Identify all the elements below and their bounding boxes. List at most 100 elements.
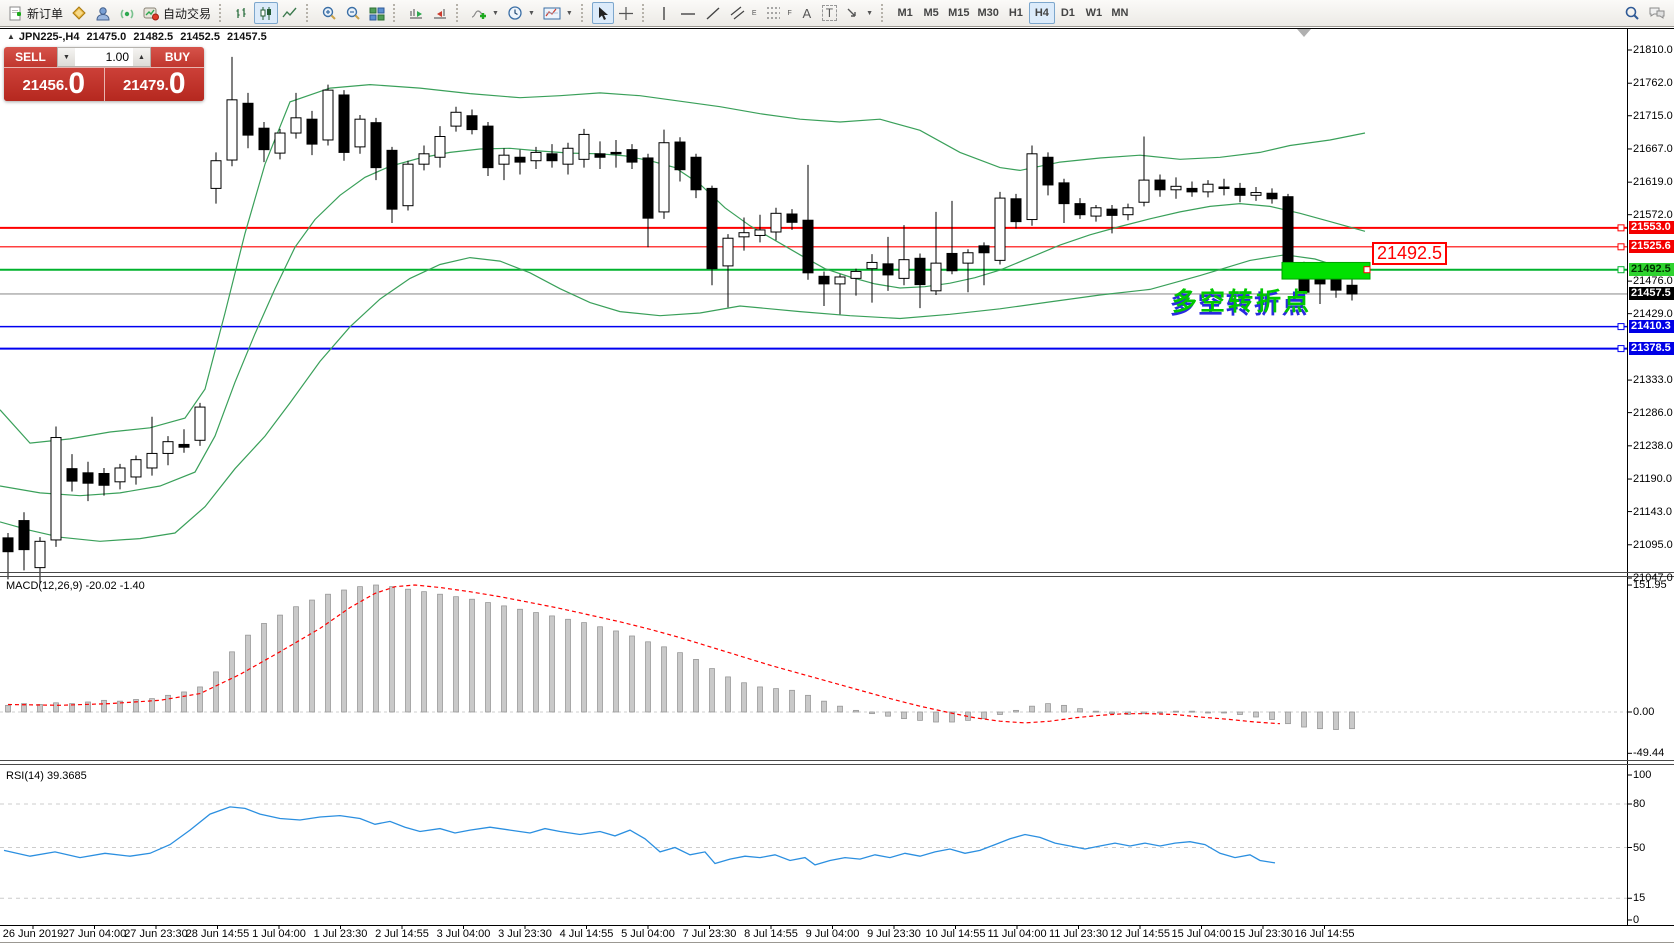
timeframe-mn-button[interactable]: MN — [1107, 2, 1133, 24]
indicators-button[interactable]: ▼ — [467, 2, 503, 24]
vertical-line-tool-button[interactable] — [653, 2, 675, 24]
chart-text-annotation[interactable]: 多空转折点 — [1172, 288, 1313, 316]
candlestick-icon — [258, 6, 274, 21]
macd-histogram-bar — [309, 599, 315, 713]
trendline-tool-button[interactable] — [701, 2, 725, 24]
candle — [962, 249, 974, 293]
timeframe-w1-button[interactable]: W1 — [1081, 2, 1107, 24]
candlestick-chart-button[interactable] — [254, 2, 279, 24]
price-axis-tick: 21190.0 — [1633, 473, 1672, 486]
timeframe-m5-button[interactable]: M5 — [918, 2, 944, 24]
fibonacci-tool-button[interactable]: F — [761, 2, 796, 24]
volume-down-button[interactable]: ▼ — [58, 48, 75, 66]
tile-windows-button[interactable] — [365, 2, 389, 24]
price-axis-tick: 21429.0 — [1633, 307, 1673, 320]
candle — [498, 148, 510, 181]
candle — [194, 402, 206, 446]
collapse-panel-icon[interactable]: ▲ — [7, 32, 15, 41]
candle — [658, 129, 670, 219]
candle — [242, 92, 254, 149]
macd-histogram-bar — [997, 711, 1003, 715]
autotrading-button[interactable]: 自动交易 — [139, 2, 215, 24]
macd-histogram-bar — [597, 626, 603, 713]
equidistant-channel-tool-button[interactable]: E — [725, 2, 761, 24]
text-tool-button[interactable]: A — [796, 2, 818, 24]
timeframe-d1-button[interactable]: D1 — [1055, 2, 1081, 24]
horizontal-line-tool-button[interactable] — [675, 2, 701, 24]
chat-button[interactable] — [1644, 2, 1670, 24]
volume-input[interactable] — [75, 48, 133, 66]
buy-price-display[interactable]: 21479. 0 — [104, 67, 204, 101]
current-price-badge: 21457.5 — [1629, 287, 1674, 301]
time-axis-label: 11 Jul 23:30 — [1048, 928, 1109, 940]
search-icon — [1624, 5, 1640, 21]
gold-bars-button[interactable] — [67, 2, 91, 24]
line-chart-button[interactable] — [278, 2, 302, 24]
macd-histogram-bar — [613, 630, 619, 713]
macd-histogram-bar — [21, 703, 27, 713]
candle — [450, 106, 462, 132]
bar-chart-button[interactable] — [230, 2, 254, 24]
price-level-badge: 21378.5 — [1629, 342, 1674, 356]
zoom-in-button[interactable] — [317, 2, 341, 24]
macd-histogram-bar — [757, 686, 763, 713]
templates-button[interactable]: ▼ — [539, 2, 577, 24]
dropdown-caret-icon: ▼ — [492, 9, 499, 17]
volume-up-button[interactable]: ▲ — [133, 48, 150, 66]
sell-price-main: 21456 — [22, 77, 65, 94]
ohlc-high: 21482.5 — [133, 31, 174, 43]
sell-price-display[interactable]: 21456. 0 — [4, 67, 105, 101]
macd-histogram-bar — [949, 711, 955, 723]
buy-button[interactable]: BUY — [151, 47, 204, 67]
macd-histogram-bar — [1205, 711, 1211, 714]
macd-histogram-bar — [389, 586, 395, 713]
time-axis-label: 26 Jun 2019 — [2, 928, 64, 940]
candle — [610, 139, 622, 168]
macd-histogram-bar — [197, 686, 203, 713]
cursor-tool-button[interactable] — [591, 2, 614, 24]
timeframe-m15-button[interactable]: M15 — [944, 2, 973, 24]
candle — [786, 209, 798, 230]
rsi-axis-tick: 0 — [1633, 914, 1640, 926]
support-button[interactable] — [91, 2, 115, 24]
macd-histogram-bar — [421, 591, 427, 713]
timeframe-m1-button[interactable]: M1 — [892, 2, 918, 24]
macd-histogram-bar — [261, 623, 267, 713]
zoom-out-button[interactable] — [341, 2, 365, 24]
signals-button[interactable] — [115, 2, 139, 24]
price-callout-label[interactable]: 21492.5 — [1372, 242, 1448, 265]
time-axis-label: 28 Jun 14:55 — [185, 928, 250, 940]
sell-button[interactable]: SELL — [4, 47, 57, 67]
time-axis-label: 1 Jul 04:00 — [252, 928, 306, 940]
crosshair-tool-button[interactable] — [614, 2, 638, 24]
symbol-ohlc-header: ▲ JPN225-,H4 21475.0 21482.5 21452.5 2145… — [7, 31, 271, 43]
candle — [914, 253, 926, 309]
ohlc-close: 21457.5 — [227, 31, 267, 43]
auto-scroll-button[interactable] — [404, 2, 428, 24]
text-label-tool-button[interactable]: T — [818, 2, 841, 24]
highlight-zone[interactable] — [1281, 261, 1371, 280]
timeframe-h4-button[interactable]: H4 — [1028, 2, 1055, 24]
candle — [370, 117, 382, 181]
candle — [1266, 188, 1278, 204]
chart-shift-marker[interactable] — [1297, 29, 1311, 37]
timeframe-h1-button[interactable]: H1 — [1003, 2, 1029, 24]
candle — [210, 152, 222, 204]
periods-button[interactable]: ▼ — [503, 2, 539, 24]
time-axis-label: 3 Jul 04:00 — [436, 928, 491, 940]
macd-histogram-bar — [1157, 711, 1163, 714]
line-anchors-layer — [1363, 224, 1625, 353]
buy-price-dot: . — [164, 77, 169, 94]
candle — [146, 416, 158, 476]
new-order-button[interactable]: 新订单 — [4, 2, 67, 24]
chart-shift-button[interactable] — [428, 2, 452, 24]
arrows-tool-button[interactable]: ▼ — [841, 2, 877, 24]
candle — [1010, 193, 1022, 229]
macd-histogram-bar — [373, 584, 379, 713]
zoom-in-icon — [321, 5, 337, 21]
timeframe-m30-button[interactable]: M30 — [973, 2, 1002, 24]
candle — [466, 109, 478, 135]
search-button[interactable] — [1620, 2, 1644, 24]
price-axis-tick: 21476.0 — [1633, 275, 1673, 288]
